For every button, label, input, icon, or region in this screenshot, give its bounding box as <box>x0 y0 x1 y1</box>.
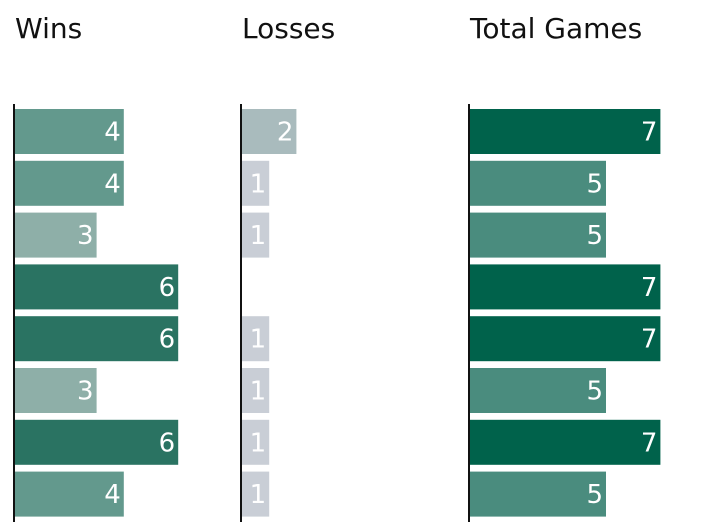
wins-bar-label-6: 3 <box>77 377 94 407</box>
losses-bar-label-8: 1 <box>250 480 267 510</box>
losses-bar-2 <box>242 160 270 206</box>
wins-bar-label-8: 4 <box>104 480 121 510</box>
total-games-bar-7 <box>470 419 661 465</box>
wins-bar-7 <box>15 419 179 465</box>
total-games-panel: Total Games 7 5 5 7 7 5 7 5 <box>468 12 661 522</box>
losses-bar-label-7: 1 <box>250 428 267 458</box>
wins-panel-title: Wins <box>15 12 82 45</box>
losses-bar-7 <box>242 419 270 465</box>
losses-bar-label-1: 2 <box>277 118 294 148</box>
total-games-bar-3 <box>470 212 606 258</box>
wins-bar-label-4: 6 <box>159 273 176 303</box>
total-games-bar-label-5: 7 <box>641 325 658 355</box>
wins-bar-label-5: 6 <box>159 325 176 355</box>
losses-bar-8 <box>242 471 270 517</box>
wins-bar-label-3: 3 <box>77 221 94 251</box>
losses-bar-3 <box>242 212 270 258</box>
total-games-bar-1 <box>470 109 661 154</box>
wins-bar-3 <box>15 212 97 258</box>
losses-bar-label-3: 1 <box>250 221 267 251</box>
losses-bar-label-6: 1 <box>250 377 267 407</box>
total-games-panel-title: Total Games <box>469 12 642 45</box>
losses-bar-1 <box>242 109 297 154</box>
wins-bar-4 <box>15 264 179 310</box>
losses-bar-6 <box>242 368 270 413</box>
wins-bar-6 <box>15 368 97 413</box>
total-games-bar-4 <box>470 264 661 310</box>
wins-bar-label-2: 4 <box>104 169 121 199</box>
wins-bar-label-7: 6 <box>159 428 176 458</box>
losses-bar-label-5: 1 <box>250 325 267 355</box>
total-games-bar-label-1: 7 <box>641 118 658 148</box>
wins-bar-1 <box>15 109 124 154</box>
wins-bar-label-1: 4 <box>104 118 121 148</box>
total-games-bar-6 <box>470 368 606 413</box>
total-games-bar-5 <box>470 316 661 362</box>
total-games-bar-2 <box>470 160 606 206</box>
total-games-bar-label-4: 7 <box>641 273 658 303</box>
losses-bar-5 <box>242 316 270 362</box>
losses-panel-title: Losses <box>242 12 335 45</box>
total-games-bar-label-3: 5 <box>586 221 603 251</box>
total-games-bar-8 <box>470 471 606 517</box>
total-games-bar-label-8: 5 <box>586 480 603 510</box>
total-games-bar-label-6: 5 <box>586 377 603 407</box>
wins-bar-5 <box>15 316 179 362</box>
total-games-bar-label-2: 5 <box>586 169 603 199</box>
wins-bar-8 <box>15 471 124 517</box>
total-games-bar-label-7: 7 <box>641 428 658 458</box>
wins-bar-2 <box>15 160 124 206</box>
losses-bar-label-2: 1 <box>250 169 267 199</box>
